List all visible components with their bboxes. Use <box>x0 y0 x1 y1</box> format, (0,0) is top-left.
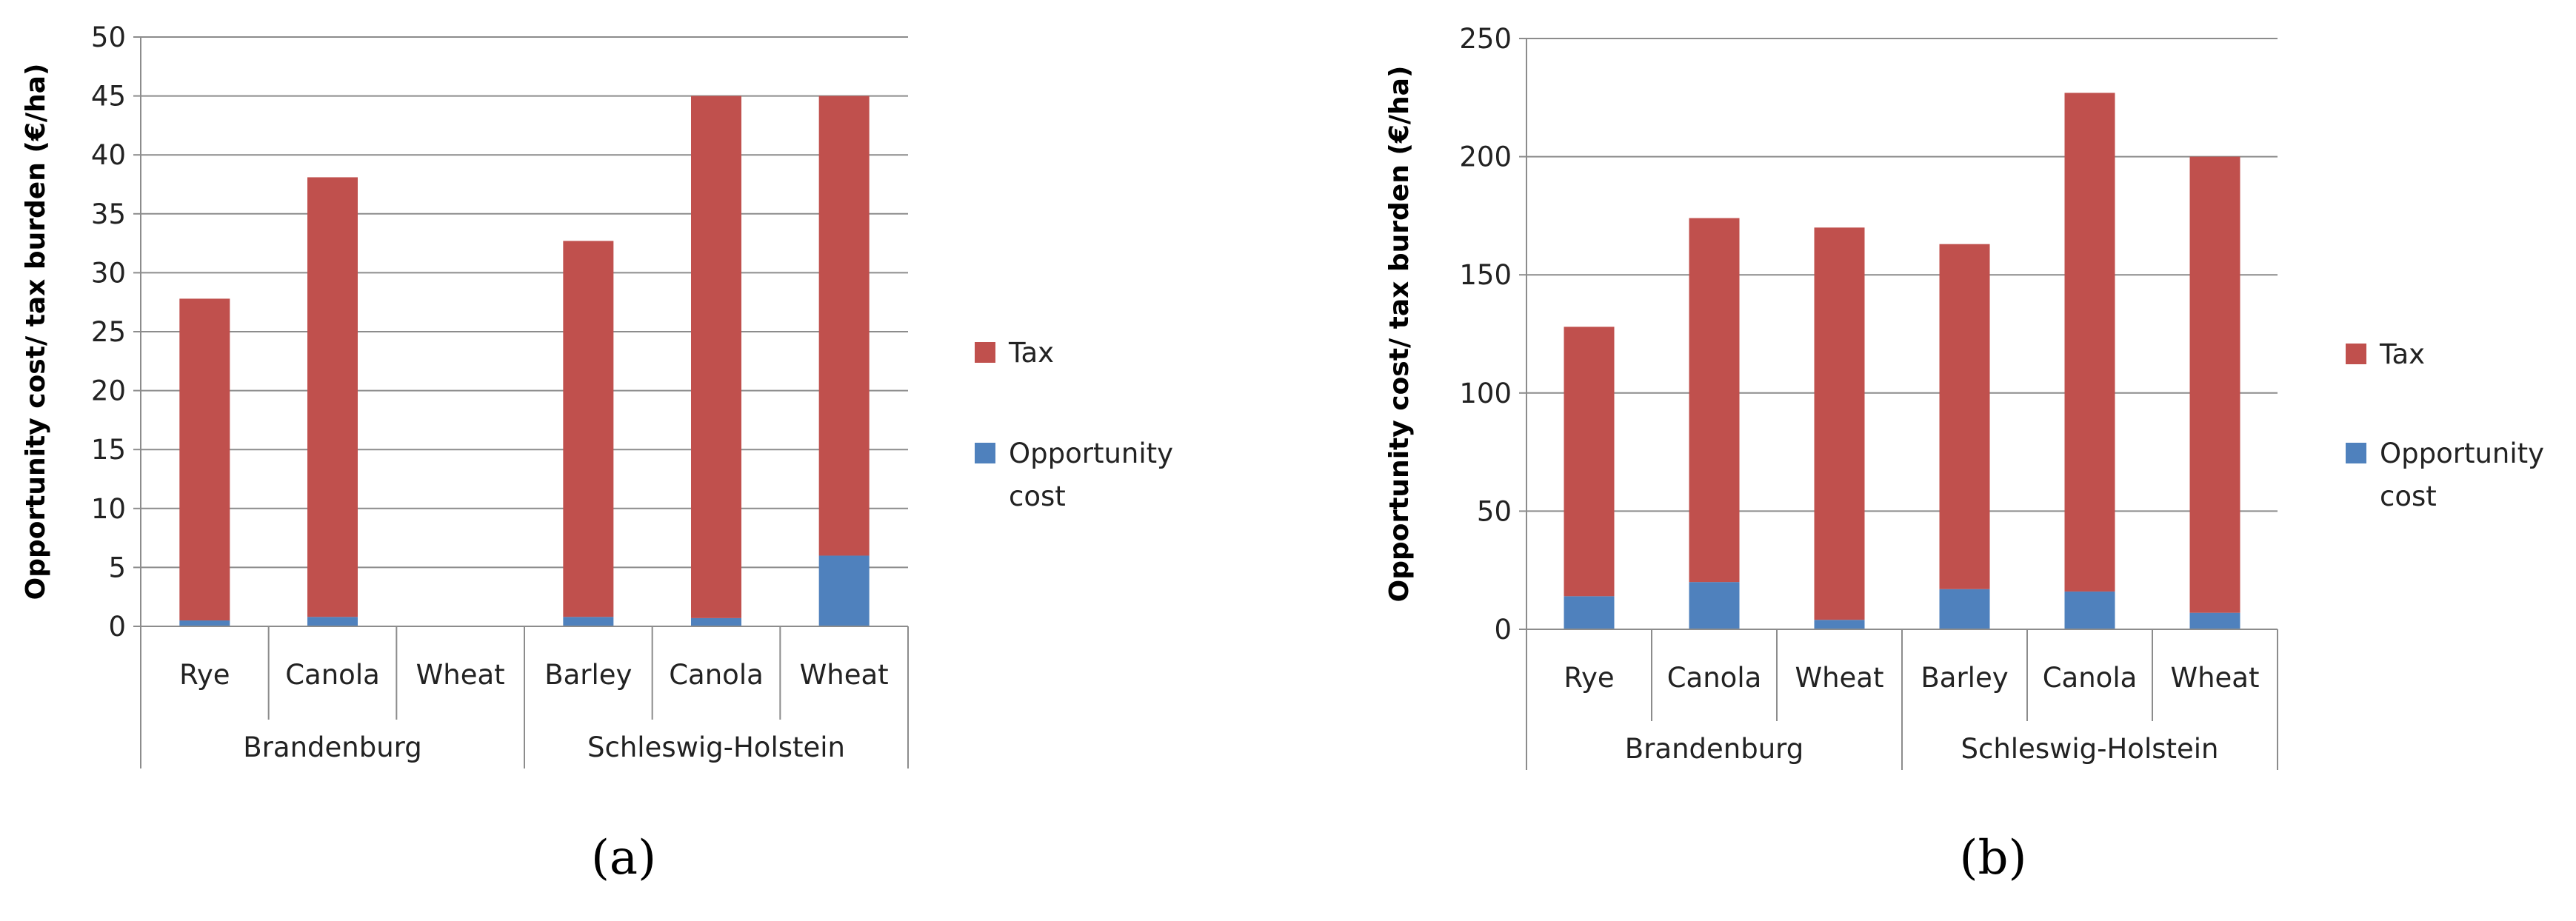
x-group-label: Brandenburg <box>243 731 421 763</box>
legend-swatch-opportunity-cost <box>2346 443 2366 463</box>
y-tick-label: 200 <box>1459 141 1512 173</box>
bar-opportunity-cost-0 <box>179 620 230 626</box>
chart-panel-a: 0 5 10 15 20 25 30 35 40 45 50 Rye Canola Wheat Barley… <box>21 21 1173 885</box>
bar-opportunity-cost-3 <box>563 617 614 626</box>
x-group-label: Brandenburg <box>1625 733 1803 765</box>
bar-opportunity-cost-2 <box>1814 620 1865 629</box>
chart-panel-b: 0 50 100 150 200 250 Rye Canola Wheat Barley Canol… <box>1288 0 2576 921</box>
legend-swatch-tax <box>975 342 995 363</box>
y-tick-label: 45 <box>91 81 126 113</box>
chart-svg-0: 0 5 10 15 20 25 30 35 40 45 50 Rye Canola Wheat Barley… <box>21 21 1173 885</box>
y-tick-label: 40 <box>91 139 126 171</box>
bar-tax-1 <box>307 177 358 617</box>
bar-tax-0 <box>179 298 230 621</box>
y-tick-label: 5 <box>108 552 126 583</box>
legend-label-word: Opportunity <box>1009 438 1173 469</box>
bar-tax-0 <box>1564 326 1615 597</box>
x-category-label: Rye <box>179 659 230 691</box>
x-category-label: Wheat <box>2171 662 2260 694</box>
bar-opportunity-cost-5 <box>818 555 870 626</box>
bar-tax-4 <box>2064 93 2115 592</box>
y-tick-label: 0 <box>1494 614 1512 646</box>
x-category-label: Canola <box>285 659 380 691</box>
bar-tax-3 <box>1939 244 1990 589</box>
x-category-label: Barley <box>544 659 632 691</box>
legend-label-tax: Tax <box>2379 338 2425 370</box>
y-tick-label: 0 <box>108 611 126 643</box>
x-category-label: Canola <box>669 659 764 691</box>
bar-tax-5 <box>2189 156 2240 613</box>
bar-tax-1 <box>1689 218 1740 583</box>
x-category-label: Wheat <box>416 659 505 691</box>
chart-svg-1: 0 50 100 150 200 250 Rye Canola Wheat Barley Canol… <box>1384 23 2544 885</box>
bar-opportunity-cost-3 <box>1939 589 1990 629</box>
legend-label-tax: Tax <box>1008 337 1054 369</box>
y-tick-label: 100 <box>1459 378 1512 409</box>
bar-tax-3 <box>563 241 614 617</box>
legend-label-word: cost <box>1009 480 1066 512</box>
legend-swatch-tax <box>2346 344 2366 364</box>
x-category-label: Rye <box>1564 662 1614 694</box>
bar-tax-4 <box>691 96 741 618</box>
y-tick-label: 150 <box>1459 259 1512 291</box>
y-axis-title: Opportunity cost/ tax burden (€/ha) <box>1384 66 1415 603</box>
bar-tax-5 <box>818 96 870 556</box>
bar-opportunity-cost-4 <box>2064 591 2115 629</box>
legend-label-opportunity-cost: Opportunity cost <box>2380 438 2544 512</box>
y-tick-label: 25 <box>91 316 126 348</box>
y-tick-label: 15 <box>91 434 126 466</box>
x-category-label: Barley <box>1921 662 2008 694</box>
bar-opportunity-cost-4 <box>691 617 741 626</box>
y-tick-label: 250 <box>1459 23 1512 55</box>
y-tick-label: 10 <box>91 493 126 525</box>
x-category-label: Wheat <box>800 659 889 691</box>
legend-label-word: Opportunity <box>2380 438 2544 469</box>
y-tick-label: 20 <box>91 375 126 407</box>
bar-opportunity-cost-5 <box>2189 612 2240 629</box>
legend-swatch-opportunity-cost <box>975 443 995 463</box>
x-category-label: Wheat <box>1795 662 1884 694</box>
bar-opportunity-cost-0 <box>1564 596 1615 629</box>
y-tick-label: 30 <box>91 257 126 289</box>
legend-label-word: cost <box>2380 480 2437 512</box>
y-tick-label: 50 <box>1477 495 1512 527</box>
legend-label-opportunity-cost: Opportunity cost <box>1009 438 1173 512</box>
x-category-label: Canola <box>1667 662 1762 694</box>
x-group-label: Schleswig-Holstein <box>1961 733 2219 765</box>
y-axis-title: Opportunity cost/ tax burden (€/ha) <box>21 64 51 600</box>
y-tick-label: 50 <box>91 21 126 53</box>
bar-opportunity-cost-1 <box>307 617 358 626</box>
x-group-label: Schleswig-Holstein <box>587 731 845 763</box>
y-tick-label: 35 <box>91 198 126 230</box>
bar-opportunity-cost-1 <box>1689 582 1740 629</box>
panel-label: (b) <box>1960 831 2027 885</box>
panel-label: (a) <box>591 831 656 885</box>
x-category-label: Canola <box>2043 662 2138 694</box>
bar-tax-2 <box>1814 227 1865 620</box>
